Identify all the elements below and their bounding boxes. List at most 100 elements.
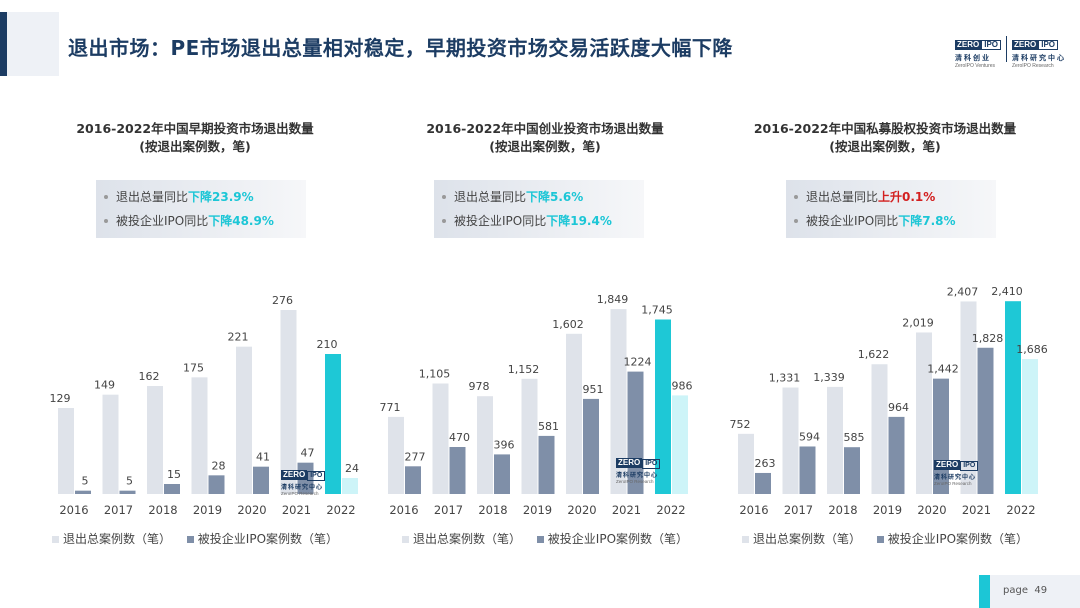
bar-ipo-2019 <box>538 435 555 494</box>
legend-swatch-total <box>51 535 59 543</box>
data-label-ipo: 1,686 <box>1016 343 1048 356</box>
bar-total-2016 <box>738 433 754 494</box>
data-label-total: 210 <box>317 338 338 351</box>
header-band <box>7 12 59 76</box>
chart-subtitle: (按退出案例数，笔) <box>139 139 251 154</box>
data-label-ipo: 594 <box>799 430 820 443</box>
zeroipo-ventures-logo: ZERO IPO 清科创业 ZeroIPO Ventures <box>955 34 1002 69</box>
bar-total-2016 <box>58 408 74 494</box>
bar-total-2017 <box>102 394 119 494</box>
data-label-total: 175 <box>183 361 204 374</box>
bar-total-2019 <box>521 378 538 494</box>
bullet-icon <box>104 219 108 223</box>
x-tick-label: 2022 <box>326 503 355 517</box>
x-tick-label: 2016 <box>389 503 418 517</box>
bar-ipo-2016 <box>755 472 771 494</box>
bar-chart-venture-capital: 771 277 2016 1,105 470 2017 978 396 2018 1,152 581… <box>380 293 693 517</box>
chart-subtitle: (按退出案例数，笔) <box>489 139 601 154</box>
data-label-total: 1,339 <box>813 371 845 384</box>
bar-total-2018 <box>827 386 843 494</box>
bar-ipo-2020 <box>583 398 599 494</box>
data-label-ipo: 585 <box>844 431 865 444</box>
x-tick-label: 2018 <box>478 503 507 517</box>
bar-ipo-2018 <box>164 484 180 494</box>
bar-total-2022 <box>325 354 341 494</box>
chart-title: 2016-2022年中国私募股权投资市场退出数量 <box>753 121 1017 136</box>
data-label-ipo: 581 <box>538 420 559 433</box>
logo-divider <box>1006 36 1007 62</box>
bar-total-2020 <box>566 333 582 494</box>
data-label-total: 1,152 <box>508 363 540 376</box>
bar-ipo-2019 <box>208 475 225 494</box>
x-tick-label: 2019 <box>193 503 222 517</box>
bullet-icon <box>442 219 446 223</box>
callout-line-total: 退出总量同比下降5.6% <box>442 185 644 209</box>
bar-ipo-2017 <box>799 446 816 494</box>
chart-title: 2016-2022年中国创业投资市场退出数量 <box>426 121 664 136</box>
bullet-icon <box>794 219 798 223</box>
data-label-ipo: 1,442 <box>927 363 959 376</box>
data-label-total: 162 <box>139 370 160 383</box>
x-tick-label: 2022 <box>1006 503 1035 517</box>
bar-chart-early-stage: 129 5 2016 149 5 2017 162 15 2018 175 28 2019 221 41 2… <box>50 294 360 517</box>
data-label-total: 1,849 <box>597 293 629 306</box>
data-label-total: 221 <box>228 331 249 344</box>
x-tick-label: 2020 <box>917 503 946 517</box>
data-label-total: 1,105 <box>419 368 451 381</box>
data-label-total: 1,602 <box>552 318 584 331</box>
bullet-icon <box>442 195 446 199</box>
chart-panel-early-stage: 2016-2022年中国早期投资市场退出数量 (按退出案例数，笔) 退出总量同比… <box>20 118 370 558</box>
x-tick-label: 2022 <box>656 503 685 517</box>
data-label-ipo: 15 <box>167 468 181 481</box>
chart-panel-venture-capital: 2016-2022年中国创业投资市场退出数量 (按退出案例数，笔) 退出总量同比… <box>370 118 720 558</box>
bullet-icon <box>104 195 108 199</box>
data-label-total: 2,407 <box>947 285 979 298</box>
watermark-logo: ZERO IPO 清科研究中心 ZeroIPO Research <box>934 454 979 486</box>
data-label-total: 771 <box>380 401 401 414</box>
data-label-total: 978 <box>469 380 490 393</box>
bar-total-2022 <box>1005 301 1021 494</box>
data-label-ipo: 470 <box>449 431 470 444</box>
data-label-ipo: 1224 <box>624 356 652 369</box>
x-tick-label: 2016 <box>59 503 88 517</box>
chart-legend: 退出总案例数（笔） 被投企业IPO案例数（笔） <box>20 530 370 547</box>
watermark-logo: ZERO IPO 清科研究中心 ZeroIPO Research <box>616 452 661 484</box>
bar-total-2017 <box>432 383 449 494</box>
legend-item-total: 退出总案例数（笔） <box>401 532 521 546</box>
data-label-ipo: 41 <box>256 451 270 464</box>
data-label-ipo: 964 <box>888 401 909 414</box>
bar-chart-private-equity: 752 263 2016 1,331 594 2017 1,339 585 2018 1,622 9… <box>730 285 1048 517</box>
data-label-ipo: 263 <box>755 457 776 470</box>
bar-total-2017 <box>782 387 799 494</box>
data-label-ipo: 28 <box>212 459 226 472</box>
legend-item-ipo: 被投企业IPO案例数（笔） <box>876 532 1028 546</box>
page-number: page 49 <box>1003 585 1048 596</box>
bar-total-2019 <box>191 377 208 494</box>
x-tick-label: 2020 <box>567 503 596 517</box>
bar-total-2019 <box>871 364 888 494</box>
bar-total-2018 <box>147 386 163 494</box>
callout-line-total: 退出总量同比下降23.9% <box>104 185 306 209</box>
header-accent-bar <box>0 12 7 76</box>
legend-item-ipo: 被投企业IPO案例数（笔） <box>186 532 338 546</box>
bar-total-2021 <box>610 309 627 494</box>
bar-ipo-2018 <box>844 447 860 494</box>
bar-total-2022 <box>655 319 671 494</box>
data-label-total: 2,410 <box>991 285 1023 298</box>
data-label-total: 149 <box>94 379 115 392</box>
x-tick-label: 2018 <box>828 503 857 517</box>
bar-total-2021 <box>960 301 977 494</box>
callout-box: 退出总量同比下降23.9% 被投企业IPO同比下降48.9% <box>96 180 306 238</box>
page-title: 退出市场：PE市场退出总量相对稳定，早期投资市场交易活跃度大幅下降 <box>68 36 733 60</box>
x-tick-label: 2017 <box>784 503 813 517</box>
bar-ipo-2020 <box>253 466 269 494</box>
data-label-total: 2,019 <box>902 316 934 329</box>
x-tick-label: 2019 <box>873 503 902 517</box>
callout-line-ipo: 被投企业IPO同比下降7.8% <box>794 209 996 233</box>
bar-ipo-2022 <box>672 395 688 494</box>
x-tick-label: 2020 <box>237 503 266 517</box>
callout-line-ipo: 被投企业IPO同比下降19.4% <box>442 209 644 233</box>
data-label-total: 276 <box>272 294 293 307</box>
callout-box: 退出总量同比下降5.6% 被投企业IPO同比下降19.4% <box>434 180 644 238</box>
legend-swatch-ipo <box>186 535 194 543</box>
